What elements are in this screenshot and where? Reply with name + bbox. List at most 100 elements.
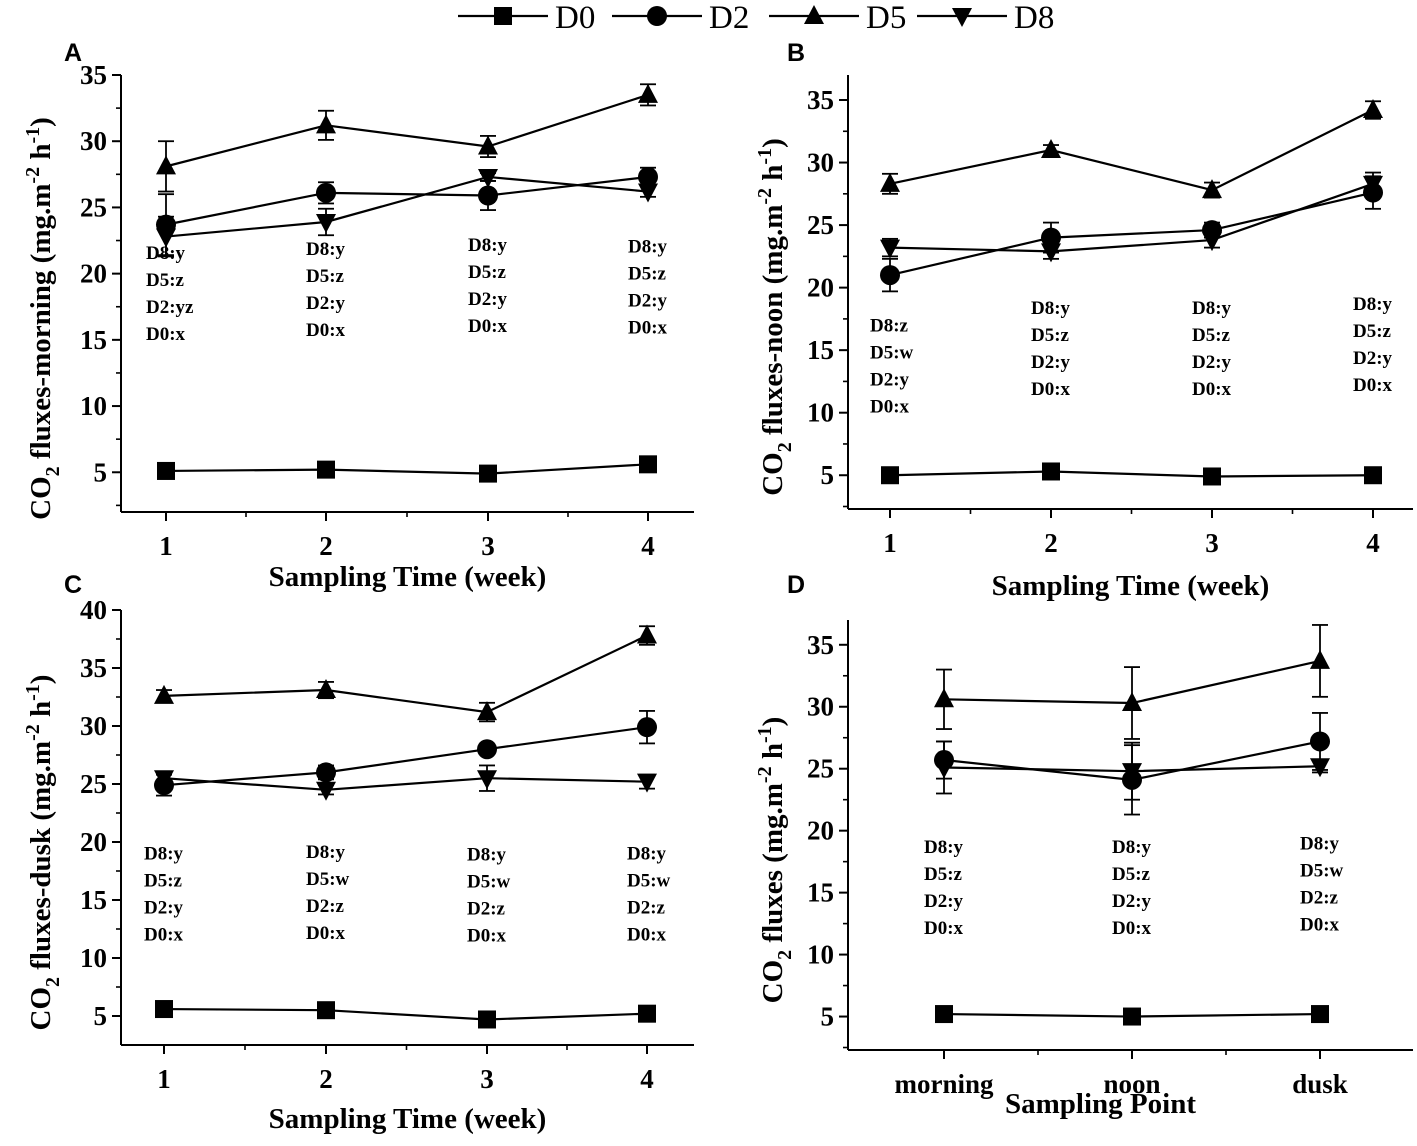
annotation-line: D5:z xyxy=(1353,321,1392,342)
y-tick-label: 10 xyxy=(807,940,834,970)
data-point xyxy=(1122,763,1142,783)
y-axis-title: CO2 fluxes (mg.m-2 h-1) xyxy=(754,717,796,1004)
x-tick-label: 3 xyxy=(1205,528,1219,558)
series-line xyxy=(163,1007,648,1021)
annotation-line: D2:z xyxy=(306,896,345,917)
annotation-line: D0:x xyxy=(306,923,346,944)
annotation-line: D2:z xyxy=(627,897,666,918)
annotation-line: D5:w xyxy=(1300,860,1344,881)
annotation-line: D8:y xyxy=(1192,298,1232,319)
x-axis-title: Sampling Time (week) xyxy=(269,561,547,593)
data-point xyxy=(934,759,954,779)
y-tick-label: 30 xyxy=(807,692,834,722)
y-tick-label: 20 xyxy=(80,259,107,289)
y-tick-label: 35 xyxy=(80,653,107,683)
significance-annotation: D8:y D5:w D2:z D0:x xyxy=(627,843,671,945)
annotation-line: D5:w xyxy=(306,869,350,890)
data-point xyxy=(317,1001,335,1020)
data-point xyxy=(316,781,336,801)
annotation-line: D0:x xyxy=(146,324,186,345)
significance-annotation: D8:y D5:z D2:y D0:x xyxy=(628,236,668,338)
x-tick-label: 2 xyxy=(319,531,333,561)
data-point xyxy=(317,460,335,479)
annotation-line: D5:w xyxy=(627,870,671,891)
annotation-line: D2:y xyxy=(1112,891,1152,912)
series-line xyxy=(889,470,1374,478)
y-tick-label: 25 xyxy=(80,192,107,222)
annotation-line: D5:z xyxy=(1192,325,1231,346)
data-point xyxy=(1042,462,1060,481)
y-tick-label: 15 xyxy=(80,325,107,355)
data-point xyxy=(316,182,336,203)
series-line xyxy=(889,109,1374,192)
x-tick-label: dusk xyxy=(1292,1069,1348,1099)
data-point xyxy=(316,679,336,699)
annotation-line: D0:x xyxy=(468,316,508,337)
y-tick-label: 5 xyxy=(821,1002,835,1032)
data-point xyxy=(1310,649,1330,669)
series-d8 xyxy=(880,171,1383,263)
series-line xyxy=(165,175,649,238)
data-point xyxy=(155,1000,173,1019)
y-tick-label: 25 xyxy=(807,754,834,784)
annotation-line: D2:y xyxy=(306,293,346,314)
legend-item-d8: D8 xyxy=(917,0,1054,36)
data-point xyxy=(1041,139,1061,159)
data-point xyxy=(638,83,658,103)
x-tick-label: noon xyxy=(1103,1069,1160,1099)
significance-annotation: D8:y D5:z D2:y D0:x xyxy=(1353,294,1393,396)
data-point xyxy=(1123,1007,1141,1026)
x-axis-title: Sampling Time (week) xyxy=(269,1103,547,1135)
x-tick-label: 4 xyxy=(1366,528,1380,558)
annotation-line: D5:z xyxy=(1112,864,1151,885)
panel-a: A 5 10 15 20 25 30 35 1 2 3 4 Sampling Time (week) CO… xyxy=(22,39,694,593)
y-tick-label: 10 xyxy=(80,943,107,973)
x-tick-label: 3 xyxy=(481,531,495,561)
legend-marker-d8 xyxy=(952,8,972,27)
significance-annotation: D8:y D5:z D2:y D0:x xyxy=(1031,298,1071,400)
annotation-line: D5:z xyxy=(144,870,183,891)
x-tick-label: morning xyxy=(894,1069,994,1099)
annotation-line: D8:y xyxy=(306,842,346,863)
panel-d: D 5 10 15 20 25 30 35 morning noon dusk Sampling Po… xyxy=(754,571,1413,1120)
y-tick-label: 15 xyxy=(807,335,834,365)
data-point xyxy=(156,155,176,175)
y-tick-label: 10 xyxy=(807,398,834,428)
y-tick-label: 15 xyxy=(80,885,107,915)
annotation-line: D2:y xyxy=(144,897,184,918)
y-tick-label: 30 xyxy=(807,148,834,178)
series-line xyxy=(163,777,648,791)
annotation-line: D8:y xyxy=(1031,298,1071,319)
data-point xyxy=(1311,1005,1329,1024)
annotation-line: D8:z xyxy=(870,315,909,336)
annotation-line: D8:y xyxy=(1353,294,1393,315)
x-tick-label: 2 xyxy=(1044,528,1058,558)
annotation-line: D8:y xyxy=(146,243,186,264)
annotation-line: D8:y xyxy=(306,239,346,260)
y-axis-title: CO2 fluxes-noon (mg.m-2 h-1) xyxy=(754,138,796,496)
annotation-line: D5:w xyxy=(870,342,914,363)
annotation-line: D8:y xyxy=(1112,837,1152,858)
annotation-line: D8:y xyxy=(467,845,507,866)
data-point xyxy=(1041,243,1061,263)
legend-marker-d2 xyxy=(647,6,667,26)
data-point xyxy=(1203,467,1221,486)
y-tick-label: 30 xyxy=(80,126,107,156)
data-point xyxy=(880,172,900,192)
annotation-line: D2:y xyxy=(924,891,964,912)
y-tick-label: 20 xyxy=(807,816,834,846)
significance-annotation: D8:y D5:z D2:y D0:x xyxy=(468,235,508,337)
data-point xyxy=(1310,731,1330,752)
data-point xyxy=(637,624,657,644)
data-point xyxy=(1310,758,1330,778)
annotation-line: D0:x xyxy=(1192,379,1232,400)
annotation-line: D5:z xyxy=(468,262,507,283)
annotation-line: D8:y xyxy=(627,843,667,864)
data-point xyxy=(880,265,900,286)
y-tick-label: 40 xyxy=(80,595,107,625)
data-point xyxy=(157,461,175,480)
data-point xyxy=(881,466,899,485)
data-point xyxy=(638,183,658,203)
annotation-line: D5:z xyxy=(306,266,345,287)
